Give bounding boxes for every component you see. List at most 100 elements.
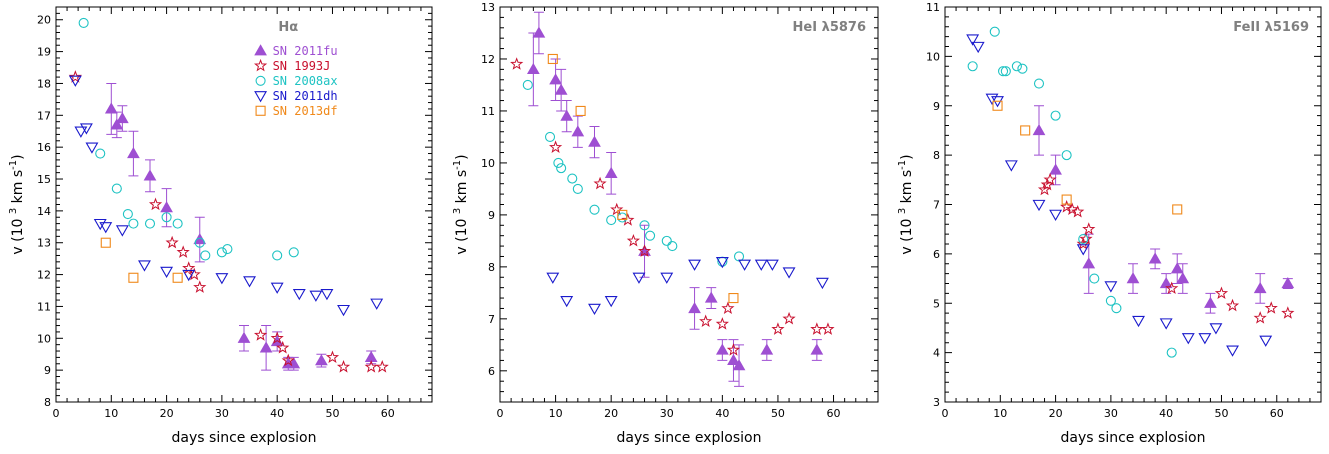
data-point [760,343,774,355]
data-point [765,259,779,271]
x-tick-label: 50 [1214,407,1228,420]
x-tick-label: 40 [715,407,729,420]
data-point [1264,301,1278,314]
data-point [325,350,340,364]
x-tick-label: 0 [942,407,949,420]
x-tick-label: 50 [325,407,339,420]
data-point [660,272,674,284]
data-point [79,123,93,135]
data-point [115,225,129,237]
data-point [621,213,635,226]
y-tick-label: 12 [481,53,495,66]
data-point [699,314,713,328]
data-point [510,57,524,70]
data-point [1165,281,1179,295]
data-point [575,105,586,116]
data-point [1214,286,1229,299]
series-sn-2013df [547,53,739,304]
data-point [560,109,574,121]
data-point [526,62,540,74]
data-point [782,267,796,279]
series-sn-2013df [992,100,1183,215]
data-point [810,322,824,335]
data-point [728,293,739,304]
data-point [556,163,567,174]
series-sn-1993j [1037,172,1295,324]
data-point [754,259,768,271]
data-point [593,176,607,190]
series-sn-2011dh [966,34,1273,357]
x-tick-label: 10 [104,407,118,420]
series-sn-2011fu [526,11,824,387]
data-point [688,259,702,271]
data-point [966,34,980,46]
x-axis-label: days since explosion [172,430,317,446]
y-tick-label: 11 [481,105,495,118]
y-tick-label: 9 [933,100,940,113]
data-point [639,220,650,231]
data-point [143,169,157,181]
y-tick-label: 10 [926,50,940,63]
x-tick-label: 20 [604,407,618,420]
data-point [1061,194,1072,205]
data-point [270,331,284,344]
y-tick-label: 19 [37,46,51,59]
series-sn-1993j [68,70,389,373]
series-sn-2011fu [1032,105,1295,314]
data-point [222,244,233,255]
data-point [1111,303,1122,314]
data-point [688,301,701,314]
panel-title: Hα [278,20,298,35]
legend-label: SN 2011fu [273,44,338,58]
data-point [985,93,999,105]
data-point [193,233,207,245]
y-tick-label: 10 [37,332,51,345]
data-point [182,261,196,274]
data-point [215,273,229,285]
data-point [104,102,118,114]
data-point [1065,202,1079,216]
data-point [617,209,628,220]
data-point [176,245,190,258]
data-point [727,353,740,366]
panel-hei-5876: 0 10 20 30 40 50 60 6 7 8 9 10 11 12 13 days since expl… [452,1,879,446]
data-point [182,269,196,282]
data-point [1172,204,1183,215]
data-point [606,215,617,226]
data-point [704,291,718,303]
data-point [1032,199,1046,212]
data-point [375,360,389,373]
data-point [193,280,207,293]
data-point [810,343,824,355]
x-tick-label: 60 [381,407,395,420]
data-point [971,41,985,54]
data-point [1176,272,1190,284]
series-sn-2008ax [78,17,299,261]
x-tick-label: 10 [993,407,1007,420]
plot-frame [499,6,879,403]
data-point [967,61,978,72]
data-point [1253,311,1267,324]
series-sn-2013df [100,237,183,283]
data-point [604,166,618,178]
data-point [560,295,574,308]
data-point [85,142,99,154]
data-point [336,360,351,373]
data-point [1017,63,1028,74]
y-tick-label: 8 [488,261,495,274]
data-point [364,360,378,373]
data-point [567,173,578,184]
data-point [1043,172,1057,186]
data-point [1104,281,1118,293]
y-tick-label: 3 [933,396,940,409]
data-point [288,247,299,258]
data-point [1050,110,1061,121]
data-point [989,26,1000,37]
y-tick-label: 13 [37,237,51,250]
data-point [253,328,268,341]
data-point [998,66,1009,77]
data-point [782,311,796,325]
data-point [532,26,546,38]
data-point [1225,298,1240,312]
data-point [549,73,562,85]
